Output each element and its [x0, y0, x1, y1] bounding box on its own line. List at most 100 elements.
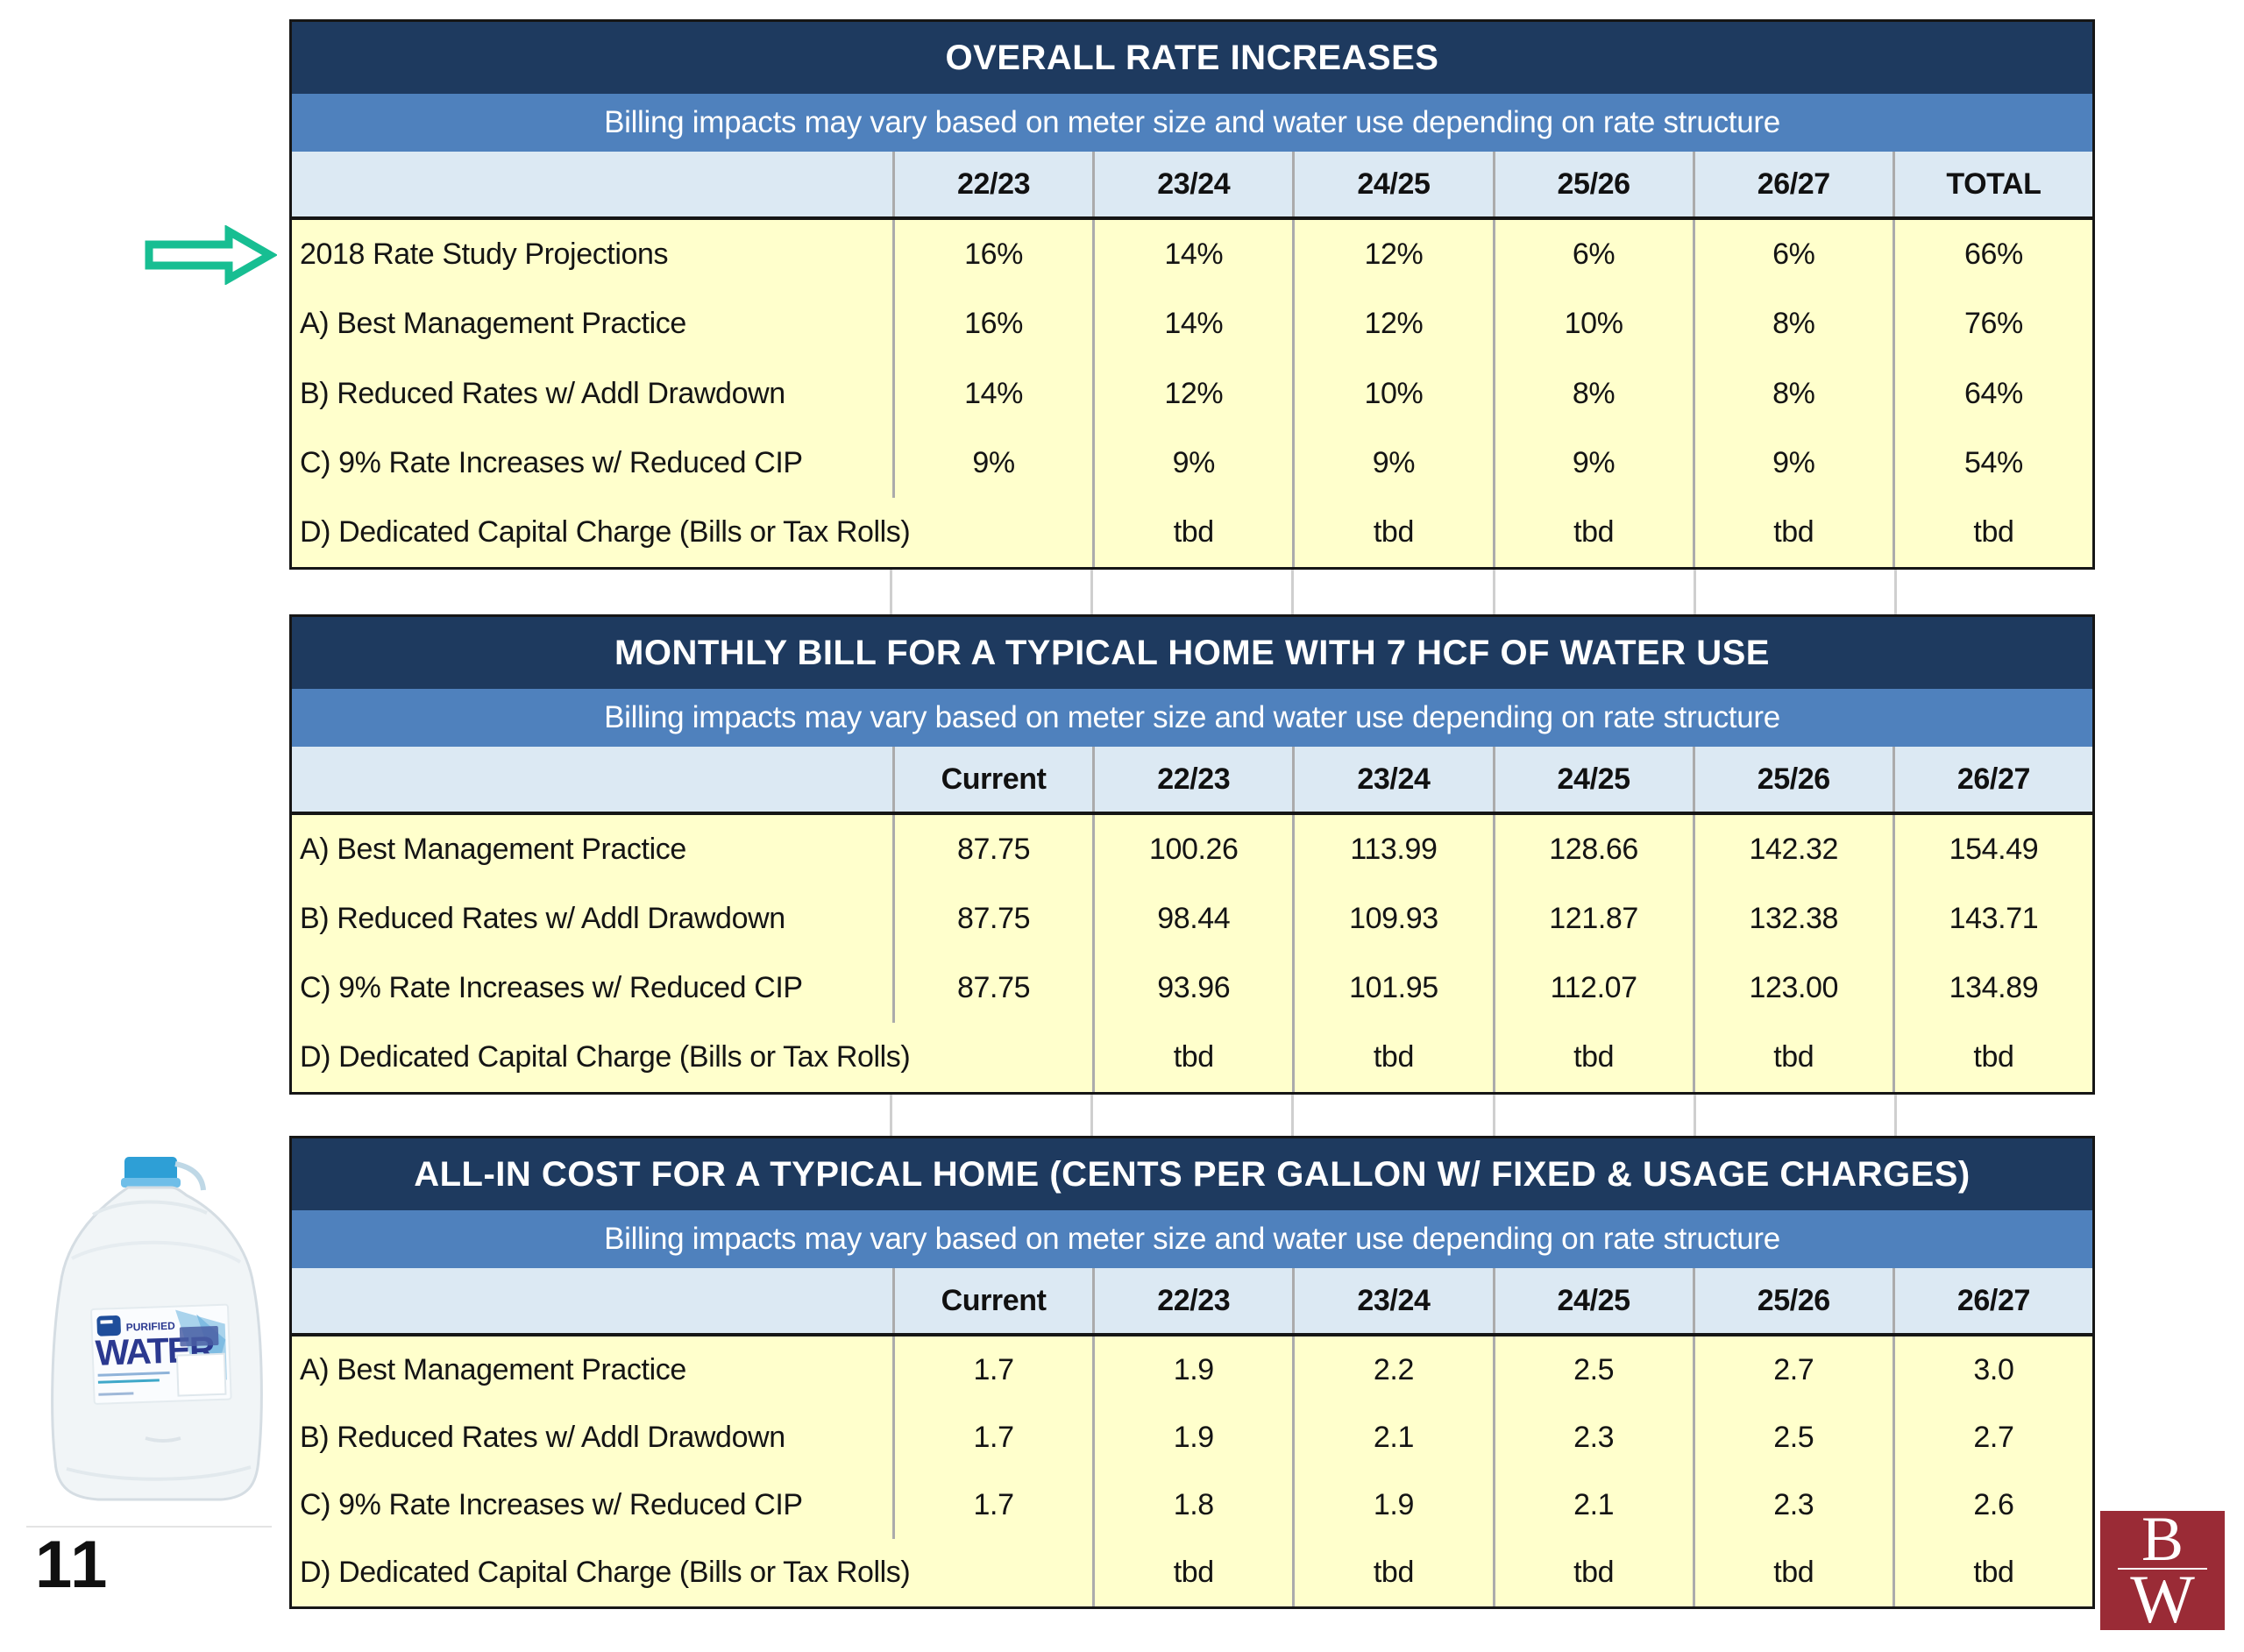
table-cell-value: tbd [1292, 1023, 1492, 1092]
row-label: B) Reduced Rates w/ Addl Drawdown [300, 376, 785, 410]
table-cell-value: 143.71 [1892, 884, 2092, 954]
logo-divider-line [2118, 1567, 2207, 1570]
table-cell-value: 3.0 [1892, 1336, 2092, 1404]
table-cell-value: 10% [1492, 289, 1693, 359]
column-header-row: 22/23 23/24 24/25 25/26 26/27 TOTAL [292, 152, 2092, 220]
table-cell-value: 154.49 [1892, 815, 2092, 884]
table-row: 2018 Rate Study Projections 16% 14% 12% 6% 6%… [292, 220, 2092, 290]
table-cell-value: tbd [1492, 1023, 1693, 1092]
column-header: 23/24 [1292, 1268, 1492, 1333]
table-cell-value: 14% [1092, 289, 1292, 359]
table-cell-value: tbd [1292, 497, 1492, 568]
table-cell-value: 14% [892, 358, 1092, 429]
table-cell-value: 9% [1092, 428, 1292, 498]
table-cell-value: 12% [1092, 358, 1292, 429]
row-label: B) Reduced Rates w/ Addl Drawdown [300, 1421, 785, 1454]
table-cell-value: 1.7 [892, 1471, 1092, 1539]
table-row: A) Best Management Practice 87.75 100.26 11… [292, 815, 2092, 884]
table-cell-value [892, 1539, 1092, 1606]
row-label: C) 9% Rate Increases w/ Reduced CIP [300, 445, 803, 479]
column-header: 25/26 [1692, 1268, 1892, 1333]
photo-edge-line [26, 1526, 272, 1528]
table-cell-value: tbd [1092, 1023, 1292, 1092]
grid-gap-line [1090, 570, 1291, 614]
row-label: D) Dedicated Capital Charge (Bills or Ta… [300, 514, 911, 549]
table-monthly-bill: MONTHLY BILL FOR A TYPICAL HOME WITH 7 H… [289, 614, 2095, 1095]
row-label: A) Best Management Practice [300, 1353, 686, 1386]
grid-gap-line [1893, 1095, 2095, 1136]
table-cell-value: tbd [1692, 1539, 1892, 1606]
table-cell-value: tbd [1892, 1023, 2092, 1092]
table-cell-value: 2.5 [1692, 1404, 1892, 1471]
table-cell-value [892, 498, 1092, 567]
row-label: A) Best Management Practice [300, 307, 686, 341]
column-header: 24/25 [1292, 152, 1492, 216]
table-cell-value: 2.5 [1492, 1336, 1693, 1404]
table-cell-value: 2.2 [1292, 1336, 1492, 1404]
table-cell-value: 1.8 [1092, 1471, 1292, 1539]
table-cell-value: 2.7 [1892, 1404, 2092, 1471]
row-label: D) Dedicated Capital Charge (Bills or Ta… [300, 1040, 911, 1074]
table-cell-value: 16% [892, 289, 1092, 359]
column-header: Current [892, 1268, 1092, 1333]
table-cell-value: 9% [1692, 428, 1892, 498]
table-cell-value: 1.9 [1292, 1471, 1492, 1539]
column-header: 26/27 [1892, 747, 2092, 812]
table-cell-value: 87.75 [892, 954, 1092, 1023]
table-row: C) 9% Rate Increases w/ Reduced CIP 87.75… [292, 954, 2092, 1023]
table-subtitle: Billing impacts may vary based on meter … [292, 1210, 2092, 1268]
table-title: OVERALL RATE INCREASES [292, 22, 2092, 94]
column-header-spacer [292, 152, 892, 216]
column-header: Current [892, 747, 1092, 812]
table-cell-value: 54% [1892, 428, 2092, 498]
grid-gap-line [1492, 570, 1694, 614]
table-row: B) Reduced Rates w/ Addl Drawdown 87.75 98… [292, 884, 2092, 954]
table-cell-value: 2.6 [1892, 1471, 2092, 1539]
row-label: D) Dedicated Capital Charge (Bills or Ta… [300, 1556, 911, 1589]
table-cell-value: 2.3 [1692, 1471, 1892, 1539]
table-body: A) Best Management Practice 87.75 100.26 11… [292, 815, 2092, 1092]
table-cell-value: tbd [1892, 1539, 2092, 1606]
table-cell-value [892, 1023, 1092, 1092]
table-cell-value: 98.44 [1092, 884, 1292, 954]
table-cell-value: tbd [1092, 497, 1292, 568]
grid-gap-line [1291, 570, 1492, 614]
table-cell-value: 8% [1692, 289, 1892, 359]
table-row: C) 9% Rate Increases w/ Reduced CIP 9% 9% 9… [292, 428, 2092, 498]
table-cell-value: tbd [1692, 497, 1892, 568]
table-cell-value: 100.26 [1092, 815, 1292, 884]
table-cell-value: 87.75 [892, 815, 1092, 884]
table-body: 2018 Rate Study Projections 16% 14% 12% 6% 6%… [292, 220, 2092, 568]
table-row: B) Reduced Rates w/ Addl Drawdown 1.7 1.9 2… [292, 1404, 2092, 1471]
table-cell-value: 2.7 [1692, 1336, 1892, 1404]
grid-gap-line [890, 1095, 1090, 1136]
row-label: C) 9% Rate Increases w/ Reduced CIP [300, 971, 803, 1004]
green-arrow-icon [145, 225, 277, 285]
grid-gap-cell [289, 570, 890, 614]
column-header-row: Current 22/23 23/24 24/25 25/26 26/27 [292, 1268, 2092, 1336]
column-header-spacer [292, 747, 892, 812]
page-number: 11 [35, 1528, 110, 1602]
table-overall-rate-increases: OVERALL RATE INCREASES Billing impacts m… [289, 19, 2095, 570]
table-cell-value: tbd [1892, 497, 2092, 568]
column-header: 22/23 [1092, 747, 1292, 812]
table-cell-value: 132.38 [1692, 884, 1892, 954]
column-header: 24/25 [1492, 747, 1693, 812]
table-cell-value: 1.9 [1092, 1404, 1292, 1471]
table-cell-value: 128.66 [1492, 815, 1693, 884]
table-cell-value: tbd [1692, 1023, 1892, 1092]
table-body: A) Best Management Practice 1.7 1.9 2.2 2.5 2… [292, 1336, 2092, 1606]
table-row: C) 9% Rate Increases w/ Reduced CIP 1.7 1.… [292, 1471, 2092, 1539]
table-row: D) Dedicated Capital Charge (Bills or Ta… [292, 497, 2092, 568]
water-jug-image: PURIFIED WATER [51, 1157, 263, 1501]
grid-gap-strip [289, 570, 2095, 614]
table-subtitle: Billing impacts may vary based on meter … [292, 94, 2092, 152]
grid-gap-line [1893, 570, 2095, 614]
table-cell-value: 8% [1492, 358, 1693, 429]
table-cell-value: 87.75 [892, 884, 1092, 954]
table-cell-value: 2.1 [1492, 1471, 1693, 1539]
table-cell-value: 14% [1092, 220, 1292, 290]
row-label: B) Reduced Rates w/ Addl Drawdown [300, 902, 785, 935]
column-header: 22/23 [892, 152, 1092, 216]
table-subtitle: Billing impacts may vary based on meter … [292, 689, 2092, 747]
